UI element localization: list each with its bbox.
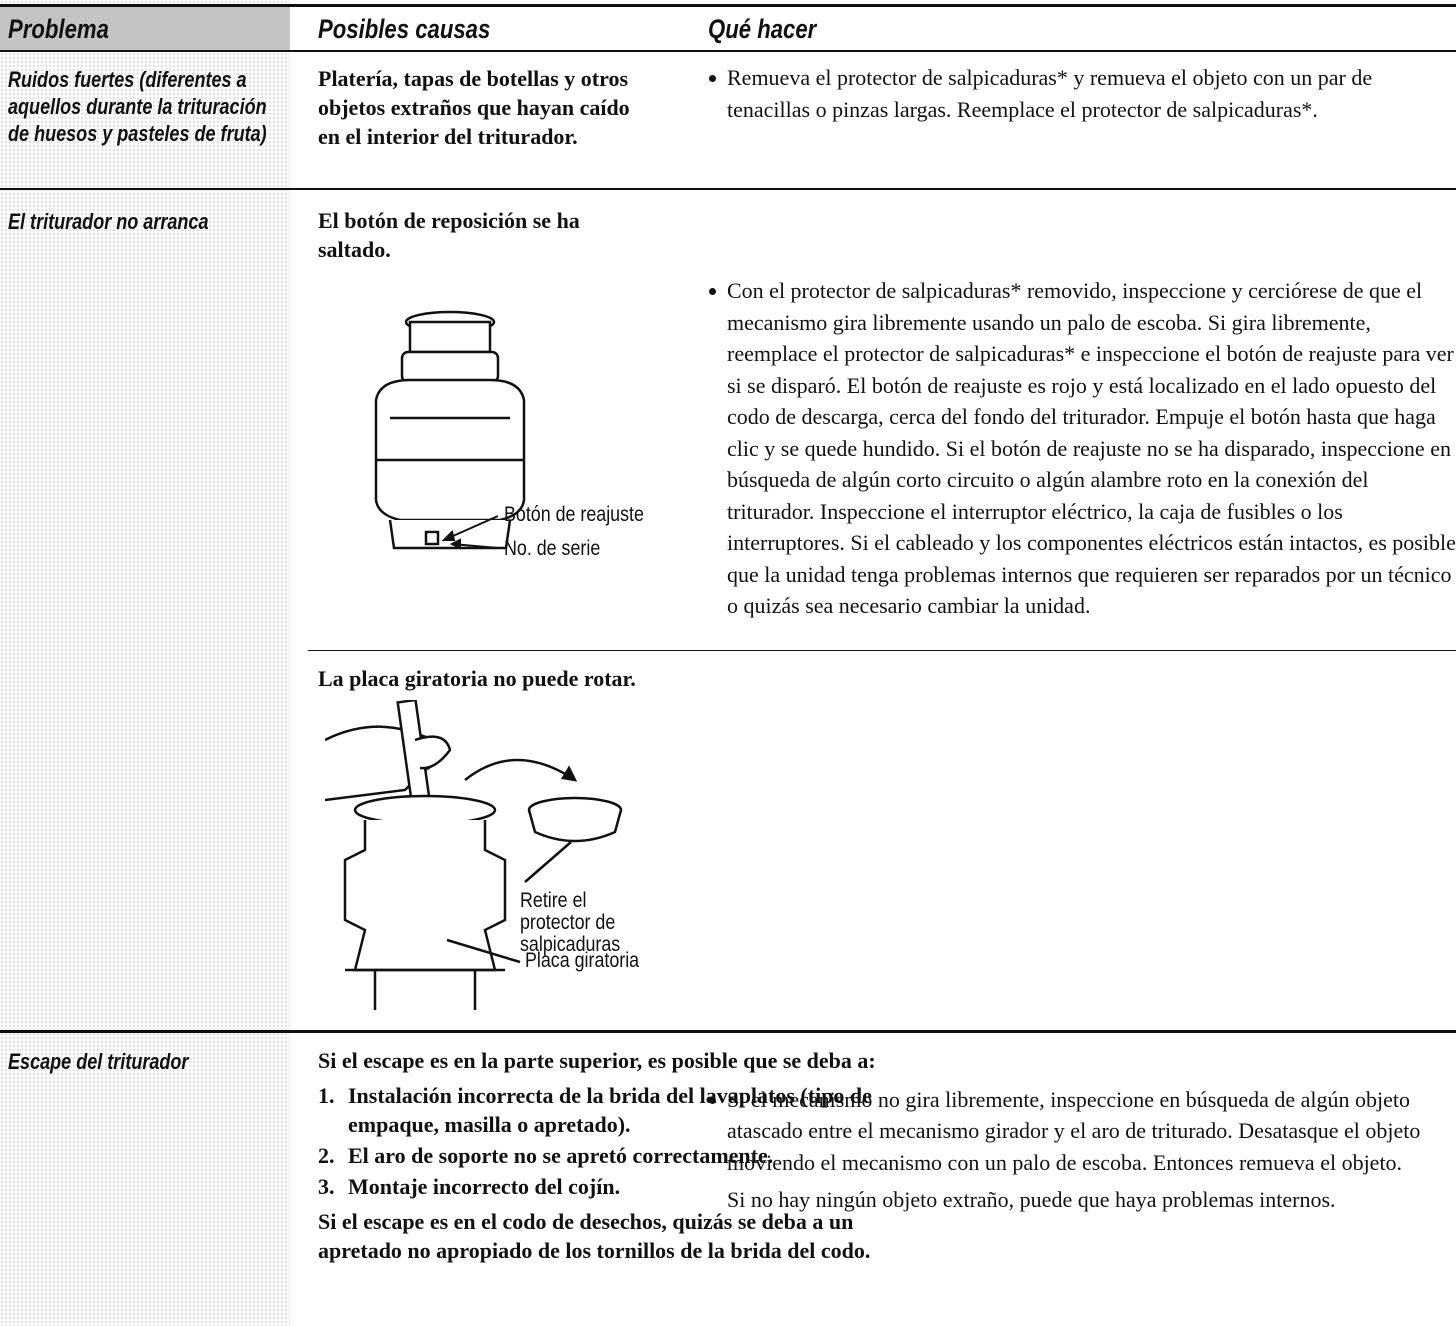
figure-label: No. de serie bbox=[504, 537, 601, 560]
action: Si el mecanismo no gira libremente, insp… bbox=[705, 1084, 1447, 1216]
row-rule bbox=[0, 1030, 1456, 1033]
callout-arrows bbox=[441, 515, 499, 550]
item-text: Montaje incorrecto del cojín. bbox=[348, 1174, 621, 1199]
cause-intro: Si el escape es en la parte superior, es… bbox=[318, 1048, 876, 1073]
header-action: Qué hacer bbox=[708, 14, 817, 44]
problem: Escape del triturador bbox=[8, 1049, 189, 1074]
problem-column-texture bbox=[0, 0, 290, 1326]
action-text: Remueva el protector de salpicaduras* y … bbox=[727, 65, 1373, 122]
cause: Platería, tapas de botellas y otros obje… bbox=[318, 66, 630, 149]
item-text: El aro de soporte no se apretó correctam… bbox=[348, 1143, 774, 1168]
figure-label: Botón de reajuste bbox=[504, 503, 644, 526]
item-text: Instalación incorrecta de la brida del l… bbox=[348, 1083, 872, 1137]
figure-label: Placa giratoria bbox=[525, 949, 640, 972]
action: Remueva el protector de salpicaduras* y … bbox=[705, 62, 1447, 125]
action-text: Si el mecanismo no gira libremente, insp… bbox=[727, 1086, 1421, 1175]
hand-illustration bbox=[324, 698, 623, 1010]
row-rule bbox=[0, 188, 1456, 190]
cause: Si el escape es en la parte superior, es… bbox=[318, 1046, 878, 1265]
item-number: 2. bbox=[318, 1143, 335, 1168]
action: Con el protector de salpicaduras* removi… bbox=[705, 275, 1456, 622]
cause: La placa giratoria no puede rotar. bbox=[318, 666, 636, 691]
figure-disposer: Botón de reajuste No. de serie bbox=[350, 300, 690, 570]
item-number: 3. bbox=[318, 1174, 335, 1199]
bullet bbox=[709, 75, 716, 82]
header-causes: Posibles causas bbox=[318, 14, 491, 44]
item-number: 1. bbox=[318, 1083, 335, 1108]
top-rule bbox=[0, 4, 1456, 7]
problem: Ruidos fuertes (diferentes a aquellos du… bbox=[8, 67, 267, 146]
action-text: Si no hay ningún objeto extraño, puede q… bbox=[727, 1187, 1336, 1212]
bullet bbox=[709, 288, 716, 295]
figure-label: Retire el protector de salpicaduras bbox=[520, 890, 648, 956]
cause-item: 3. Montaje incorrecto del cojín. bbox=[318, 1172, 878, 1201]
figure-label-text: Retire el protector de salpicaduras bbox=[520, 889, 621, 956]
figure-hand: Retire el protector de salpicaduras Plac… bbox=[324, 698, 705, 1020]
action-text: Con el protector de salpicaduras* removi… bbox=[727, 278, 1456, 618]
header-rule bbox=[0, 50, 1456, 52]
cause-outro: Si el escape es en el codo de desechos, … bbox=[318, 1209, 871, 1263]
cause-item: 2. El aro de soporte no se apretó correct… bbox=[318, 1141, 878, 1170]
sub-row-rule bbox=[308, 650, 1456, 651]
header-shade bbox=[0, 6, 290, 50]
cause: El botón de reposición se ha saltado. bbox=[318, 208, 580, 262]
problem: El triturador no arranca bbox=[8, 209, 209, 234]
cause-item: 1. Instalación incorrecta de la brida del… bbox=[318, 1081, 878, 1139]
bullet bbox=[709, 1096, 716, 1104]
header-problem: Problema bbox=[8, 14, 109, 44]
cause-list: 1. Instalación incorrecta de la brida del… bbox=[318, 1081, 878, 1201]
